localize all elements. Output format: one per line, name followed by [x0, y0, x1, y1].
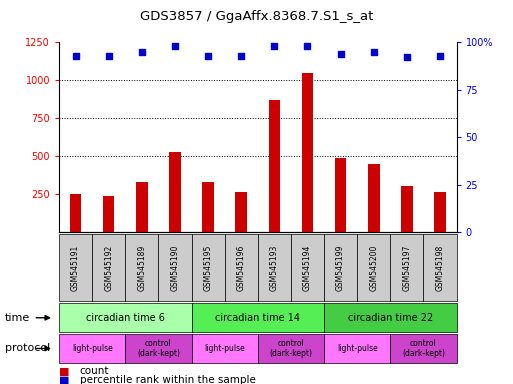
- Text: light-pulse: light-pulse: [72, 344, 112, 353]
- Text: GSM545193: GSM545193: [270, 245, 279, 291]
- Point: [303, 43, 311, 49]
- Bar: [302, 73, 313, 232]
- Bar: [434, 192, 446, 232]
- Bar: [268, 100, 280, 232]
- Text: ■: ■: [59, 375, 69, 384]
- Text: circadian time 14: circadian time 14: [215, 313, 300, 323]
- Text: GSM545191: GSM545191: [71, 245, 80, 291]
- Bar: [401, 186, 412, 232]
- Text: control
(dark-kept): control (dark-kept): [402, 339, 445, 358]
- Text: GSM545196: GSM545196: [236, 245, 246, 291]
- Text: percentile rank within the sample: percentile rank within the sample: [80, 375, 255, 384]
- Point: [105, 53, 113, 59]
- Bar: [202, 182, 214, 232]
- Point: [137, 49, 146, 55]
- Text: control
(dark-kept): control (dark-kept): [137, 339, 180, 358]
- Text: ■: ■: [59, 366, 69, 376]
- Text: time: time: [5, 313, 30, 323]
- Text: GDS3857 / GgaAffx.8368.7.S1_s_at: GDS3857 / GgaAffx.8368.7.S1_s_at: [140, 10, 373, 23]
- Text: GSM545189: GSM545189: [137, 245, 146, 291]
- Point: [337, 51, 345, 57]
- Text: count: count: [80, 366, 109, 376]
- Point: [237, 53, 245, 59]
- Bar: [70, 194, 82, 232]
- Text: GSM545195: GSM545195: [204, 245, 212, 291]
- Bar: [335, 158, 346, 232]
- Text: GSM545192: GSM545192: [104, 245, 113, 291]
- Text: protocol: protocol: [5, 343, 50, 354]
- Text: control
(dark-kept): control (dark-kept): [269, 339, 312, 358]
- Text: GSM545194: GSM545194: [303, 245, 312, 291]
- Text: GSM545198: GSM545198: [436, 245, 444, 291]
- Point: [403, 55, 411, 61]
- Point: [370, 49, 378, 55]
- Bar: [169, 152, 181, 232]
- Text: GSM545199: GSM545199: [336, 245, 345, 291]
- Text: light-pulse: light-pulse: [204, 344, 245, 353]
- Text: circadian time 22: circadian time 22: [348, 313, 433, 323]
- Point: [204, 53, 212, 59]
- Bar: [136, 182, 148, 232]
- Point: [270, 43, 279, 49]
- Text: light-pulse: light-pulse: [337, 344, 378, 353]
- Text: GSM545200: GSM545200: [369, 245, 378, 291]
- Text: circadian time 6: circadian time 6: [86, 313, 165, 323]
- Text: GSM545197: GSM545197: [402, 245, 411, 291]
- Text: GSM545190: GSM545190: [170, 245, 180, 291]
- Bar: [368, 164, 380, 232]
- Bar: [235, 192, 247, 232]
- Point: [71, 53, 80, 59]
- Point: [436, 53, 444, 59]
- Bar: [103, 196, 114, 232]
- Point: [171, 43, 179, 49]
